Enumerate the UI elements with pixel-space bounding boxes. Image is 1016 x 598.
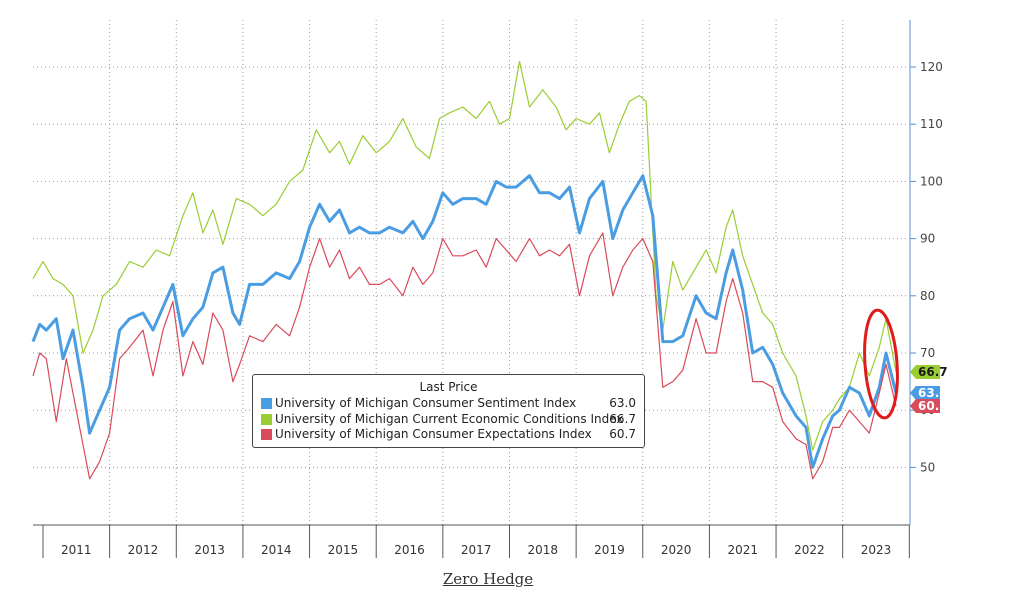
legend-title: Last Price [419,380,478,394]
legend-entry-expectations: University of Michigan Consumer Expectat… [253,427,644,443]
x-tick-label: 2019 [594,543,625,557]
source-link[interactable]: Zero Hedge [442,570,534,588]
legend-swatch-sentiment [261,398,272,409]
y-tick-label: 120 [920,60,943,74]
legend-label-expectations: University of Michigan Consumer Expectat… [275,427,592,441]
x-tick-label: 2012 [128,543,159,557]
x-tick-label: 2013 [194,543,225,557]
last-value-tag-sentiment: 63.0 [918,386,948,400]
x-tick-label: 2015 [328,543,359,557]
legend-entry-current-conditions: University of Michigan Current Economic … [253,412,644,428]
y-tick-label: 90 [920,232,935,246]
x-tick-label: 2014 [261,543,292,557]
y-tick-label: 100 [920,174,943,188]
legend-swatch-expectations [261,429,272,440]
annotation-ellipse [863,308,899,420]
legend-label-sentiment: University of Michigan Consumer Sentimen… [275,396,577,410]
series-line-sentiment [31,174,898,469]
chart-legend: Last Price University of Michigan Consum… [252,374,645,448]
legend-value-current-conditions: 66.7 [609,411,636,426]
series-line-expectations [32,232,897,480]
x-tick-label: 2021 [727,543,758,557]
last-value-tag-expectations-shape [910,399,940,413]
legend-value-sentiment: 63.0 [609,396,636,410]
x-tick-label: 2011 [61,543,92,557]
y-tick-label: 110 [920,117,943,131]
y-tick-label: 80 [920,289,935,303]
legend-value-expectations: 60.7 [609,427,636,441]
x-tick-label: 2017 [461,543,492,557]
x-tick-label: 2018 [528,543,559,557]
x-tick-label: 2022 [794,543,825,557]
legend-entry-sentiment: University of Michigan Consumer Sentimen… [253,396,644,412]
series-line-current-conditions [32,60,897,451]
legend-label-current-conditions: University of Michigan Current Economic … [275,411,624,426]
x-tick-label: 2020 [661,543,692,557]
y-tick-label: 50 [920,460,935,474]
last-value-tag-expectations: 60.7 [918,399,948,413]
x-tick-label: 2023 [861,543,892,557]
x-tick-label: 2016 [394,543,425,557]
legend-swatch-current-conditions [261,413,272,425]
last-value-tag-sentiment-shape [910,386,940,400]
last-value-tag-current-conditions: 66.7 [918,365,948,379]
y-tick-label: 70 [920,346,935,360]
last-value-tag-current-conditions-shape [910,365,940,379]
